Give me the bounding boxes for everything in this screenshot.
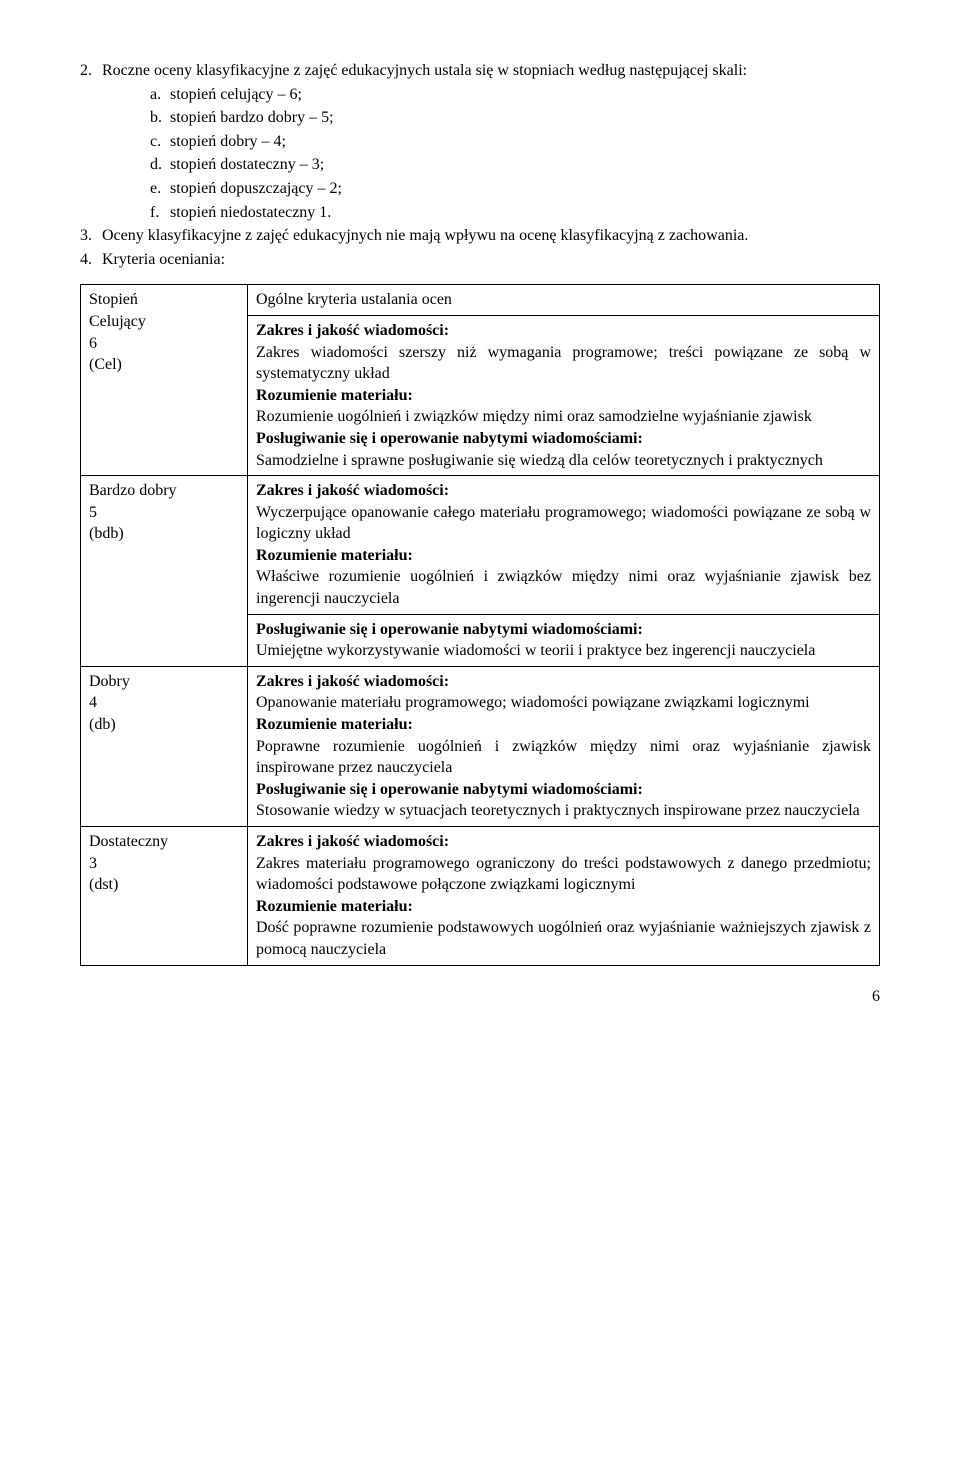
item-number: 4. (80, 249, 102, 271)
item-number: 2. (80, 60, 102, 82)
cel-criteria: Zakres i jakość wiadomości: Zakres wiado… (248, 315, 880, 475)
sublist: a.stopień celujący – 6; b.stopień bardzo… (80, 84, 880, 224)
sub-item-e: e.stopień dopuszczający – 2; (150, 178, 880, 200)
bdb-criteria-2: Posługiwanie się i operowanie nabytymi w… (248, 614, 880, 666)
header-left-and-cel: Stopień Celujący 6 (Cel) (81, 285, 248, 476)
page-number: 6 (80, 986, 880, 1008)
sub-item-c: c.stopień dobry – 4; (150, 131, 880, 153)
item-text: Oceny klasyfikacyjne z zajęć edukacyjnyc… (102, 227, 748, 244)
sub-item-d: d.stopień dostateczny – 3; (150, 154, 880, 176)
ordered-item-4: 4.Kryteria oceniania: (80, 249, 880, 271)
header-right: Ogólne kryteria ustalania ocen (248, 285, 880, 316)
sub-item-b: b.stopień bardzo dobry – 5; (150, 107, 880, 129)
table-row-dst: Dostateczny 3 (dst) Zakres i jakość wiad… (81, 827, 880, 966)
dst-label: Dostateczny 3 (dst) (81, 827, 248, 966)
bdb-label: Bardzo dobry 5 (bdb) (81, 476, 248, 667)
db-label: Dobry 4 (db) (81, 666, 248, 826)
item-number: 3. (80, 225, 102, 247)
table-row-bdb: Bardzo dobry 5 (bdb) Zakres i jakość wia… (81, 476, 880, 615)
dst-criteria: Zakres i jakość wiadomości: Zakres mater… (248, 827, 880, 966)
table-row-db: Dobry 4 (db) Zakres i jakość wiadomości:… (81, 666, 880, 826)
sub-item-a: a.stopień celujący – 6; (150, 84, 880, 106)
criteria-table: Stopień Celujący 6 (Cel) Ogólne kryteria… (80, 284, 880, 965)
sub-item-f: f.stopień niedostateczny 1. (150, 202, 880, 224)
item-text: Roczne oceny klasyfikacyjne z zajęć eduk… (102, 62, 747, 79)
bdb-criteria-1: Zakres i jakość wiadomości: Wyczerpujące… (248, 476, 880, 615)
ordered-item-3: 3.Oceny klasyfikacyjne z zajęć edukacyjn… (80, 225, 880, 247)
ordered-item-2: 2.Roczne oceny klasyfikacyjne z zajęć ed… (80, 60, 880, 82)
table-header-row: Stopień Celujący 6 (Cel) Ogólne kryteria… (81, 285, 880, 316)
db-criteria: Zakres i jakość wiadomości: Opanowanie m… (248, 666, 880, 826)
item-text: Kryteria oceniania: (102, 251, 225, 268)
